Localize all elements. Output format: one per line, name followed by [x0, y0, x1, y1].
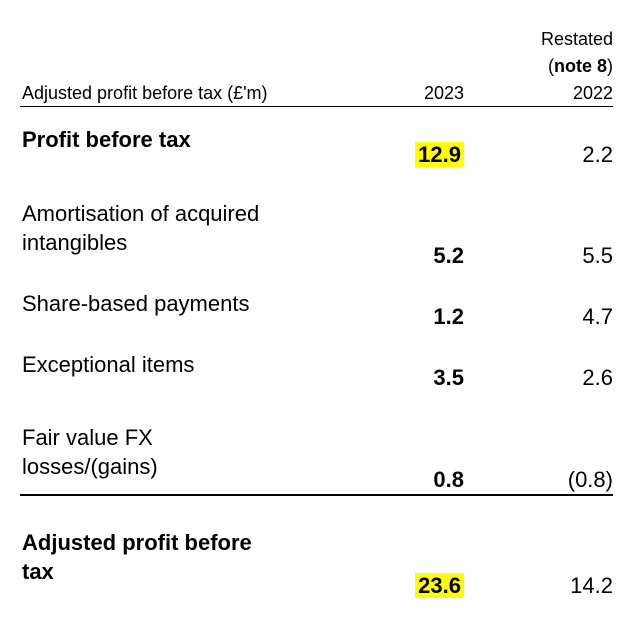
row-current-adjusted-pbt: 23.6: [415, 573, 464, 599]
row-current-fair-value-fx: 0.8: [433, 467, 464, 492]
current-year-header: 2023: [423, 83, 464, 103]
row-label-fair-value-fx-line1: Fair value FX: [22, 425, 153, 450]
row-prior-adjusted-pbt: 14.2: [570, 573, 613, 598]
highlighted-value: 12.9: [415, 142, 464, 167]
row-prior-exceptional-items: 2.6: [582, 365, 613, 390]
subtotal-rule: [20, 494, 613, 496]
highlighted-value: 23.6: [415, 573, 464, 598]
note-reference: note 8: [553, 56, 607, 76]
row-prior-fair-value-fx: (0.8): [567, 467, 613, 492]
row-label-exceptional-items: Exceptional items: [22, 352, 195, 377]
prior-year-header: 2022: [572, 83, 613, 103]
row-label-fair-value-fx-line2: losses/(gains): [22, 454, 158, 479]
row-current-profit-before-tax: 12.9: [415, 142, 464, 168]
row-label-share-based-payments: Share-based payments: [22, 291, 250, 316]
note-close-paren: ): [607, 56, 613, 76]
row-current-share-based-payments: 1.2: [433, 304, 464, 329]
row-current-exceptional-items: 3.5: [433, 365, 464, 390]
row-label-amortisation-line2: intangibles: [22, 230, 128, 255]
row-prior-profit-before-tax: 2.2: [582, 142, 613, 167]
table-caption: Adjusted profit before tax (£'m): [22, 83, 268, 103]
row-label-amortisation-line1: Amortisation of acquired: [22, 201, 260, 226]
row-label-profit-before-tax: Profit before tax: [22, 127, 191, 152]
header-rule: [20, 106, 613, 107]
restated-note: (note 8): [548, 55, 613, 77]
row-label-adjusted-pbt-line1: Adjusted profit before: [22, 530, 252, 555]
row-current-amortisation: 5.2: [433, 243, 464, 268]
row-prior-share-based-payments: 4.7: [582, 304, 613, 329]
note-open-paren: (: [547, 56, 554, 76]
restated-label: Restated: [540, 29, 613, 49]
row-prior-amortisation: 5.5: [582, 243, 613, 268]
row-label-adjusted-pbt-line2: tax: [22, 559, 54, 584]
